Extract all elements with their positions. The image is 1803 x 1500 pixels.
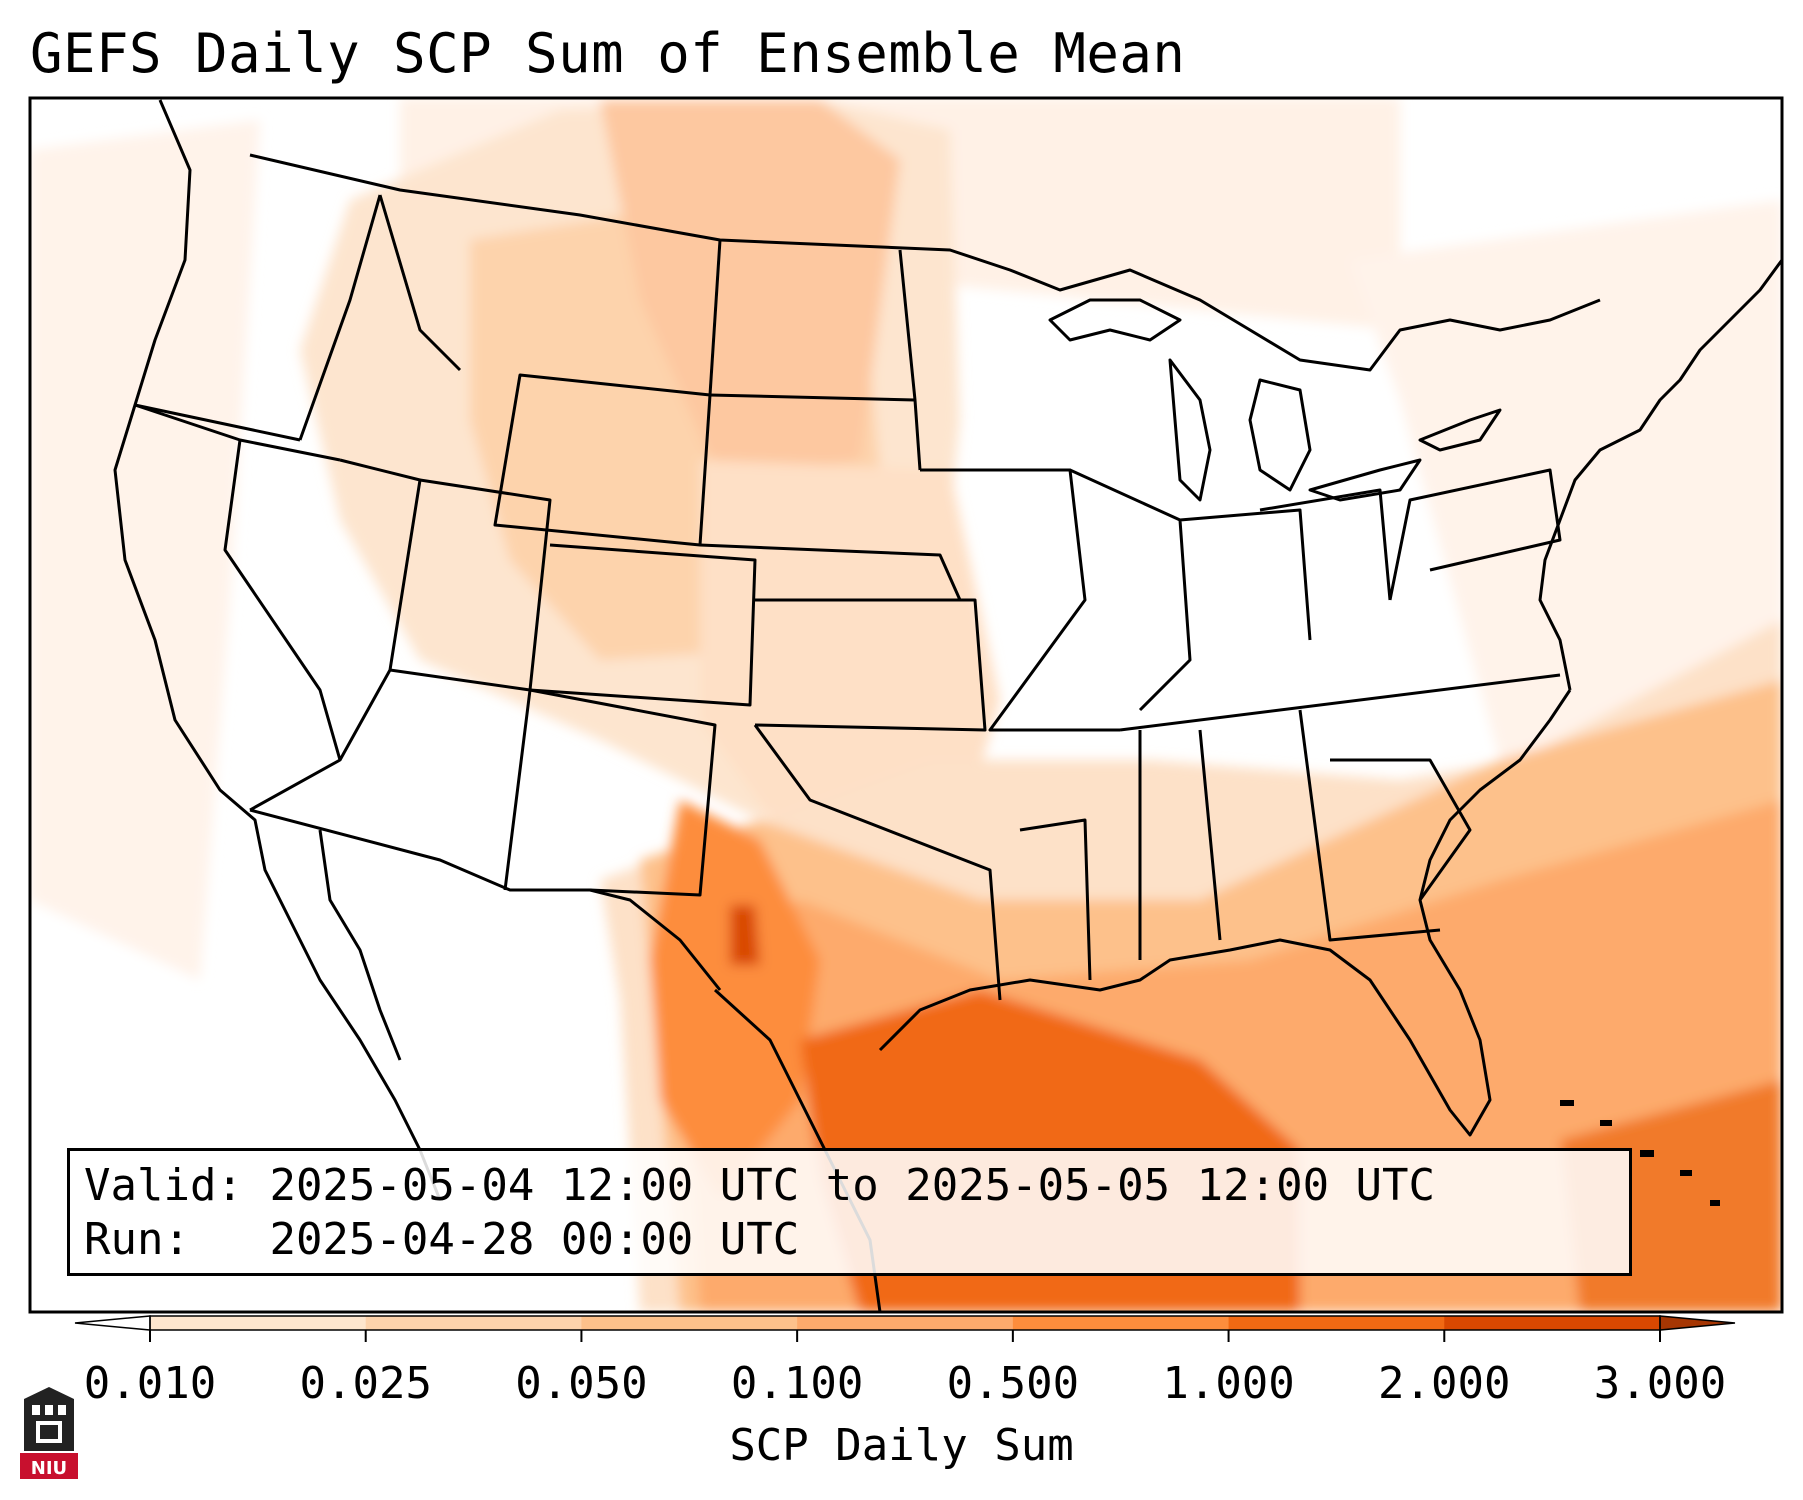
- state-line-id-mt: [378, 194, 462, 372]
- colorbar-tick-label: 2.000: [1378, 1358, 1511, 1409]
- scp-region-texas-peak: [730, 905, 760, 965]
- scp-field: [30, 98, 1782, 1312]
- colorbar-tick-label: 1.000: [1162, 1358, 1295, 1409]
- scp-region-texas-high: [650, 800, 820, 1200]
- niu-logo: NIU: [20, 1387, 78, 1479]
- map-frame: [28, 96, 1784, 1314]
- state-line-or-id: [298, 194, 382, 441]
- baja-east-coast: [318, 829, 402, 1061]
- state-line-dakotas-mn: [898, 249, 922, 471]
- gulf-coastline: [878, 689, 1572, 1137]
- run-value: 2025-04-28 00:00 UTC: [269, 1214, 800, 1265]
- colorbar-segment: [1228, 1316, 1445, 1330]
- state-line-ga-sc: [1330, 758, 1472, 901]
- colorbar-segment: [797, 1316, 1014, 1330]
- state-line-co: [529, 543, 757, 707]
- state-line-tn-nc: [1119, 673, 1561, 960]
- canada-border: [249, 153, 1601, 372]
- scp-region-faint-east: [1350, 200, 1782, 760]
- east-coastline: [1538, 259, 1782, 691]
- state-line-ks-ok: [754, 598, 987, 732]
- colorbar-segment: [365, 1316, 582, 1330]
- west-coastline: [113, 99, 442, 1201]
- colorbar-segment: [1444, 1316, 1661, 1330]
- colorbar-tick-label: 0.025: [299, 1358, 432, 1409]
- islands: [1560, 1100, 1720, 1206]
- state-line-ny-pa: [1388, 468, 1562, 601]
- colorbar-segment: [150, 1316, 367, 1330]
- colorbar-over-arrow: [1659, 1315, 1736, 1331]
- state-line-mo-ar: [920, 468, 1120, 732]
- state-line-nm-tx: [529, 688, 717, 897]
- state-line-ut-co: [419, 478, 552, 691]
- logo-text: NIU: [31, 1458, 67, 1479]
- valid-label: Valid:: [84, 1160, 243, 1211]
- state-line-ok-tx: [753, 724, 1002, 1001]
- state-line-il-in-oh: [1069, 468, 1392, 712]
- colorbar-segment: [1012, 1316, 1230, 1330]
- colorbar-tick-label: 0.010: [83, 1358, 217, 1409]
- colorbar-segment: [581, 1316, 798, 1330]
- great-lakes: [1048, 298, 1502, 502]
- state-line-nd-sd-ne: [699, 393, 962, 601]
- colorbar-under-arrow: [74, 1315, 151, 1331]
- valid-value: 2025-05-04 12:00 UTC to 2025-05-05 12:00…: [269, 1160, 1436, 1211]
- run-label: Run:: [84, 1214, 190, 1265]
- state-line-mt-dakotas: [708, 239, 722, 396]
- state-line-ms-la: [1019, 818, 1092, 981]
- colorbar-tick-label: 0.500: [946, 1358, 1080, 1409]
- state-line-nv-ut: [338, 458, 422, 761]
- colorbar-label: SCP Daily Sum: [729, 1420, 1074, 1471]
- info-box: Valid: 2025-05-04 12:00 UTC to 2025-05-0…: [67, 1148, 1632, 1276]
- map-title: GEFS Daily SCP Sum of Ensemble Mean: [30, 22, 1186, 85]
- colorbar-tick-label: 0.100: [730, 1358, 864, 1409]
- colorbar: [74, 1315, 1736, 1342]
- scp-region-plains: [700, 460, 1000, 860]
- colorbar-outline: [149, 1315, 1661, 1331]
- state-line-wa-or: [134, 403, 301, 442]
- colorbar-tick-label: 3.000: [1593, 1358, 1727, 1409]
- state-line-ca-nv: [223, 439, 342, 812]
- scp-region-dakotas: [600, 100, 900, 480]
- colorbar-tick-label: 0.050: [515, 1358, 648, 1409]
